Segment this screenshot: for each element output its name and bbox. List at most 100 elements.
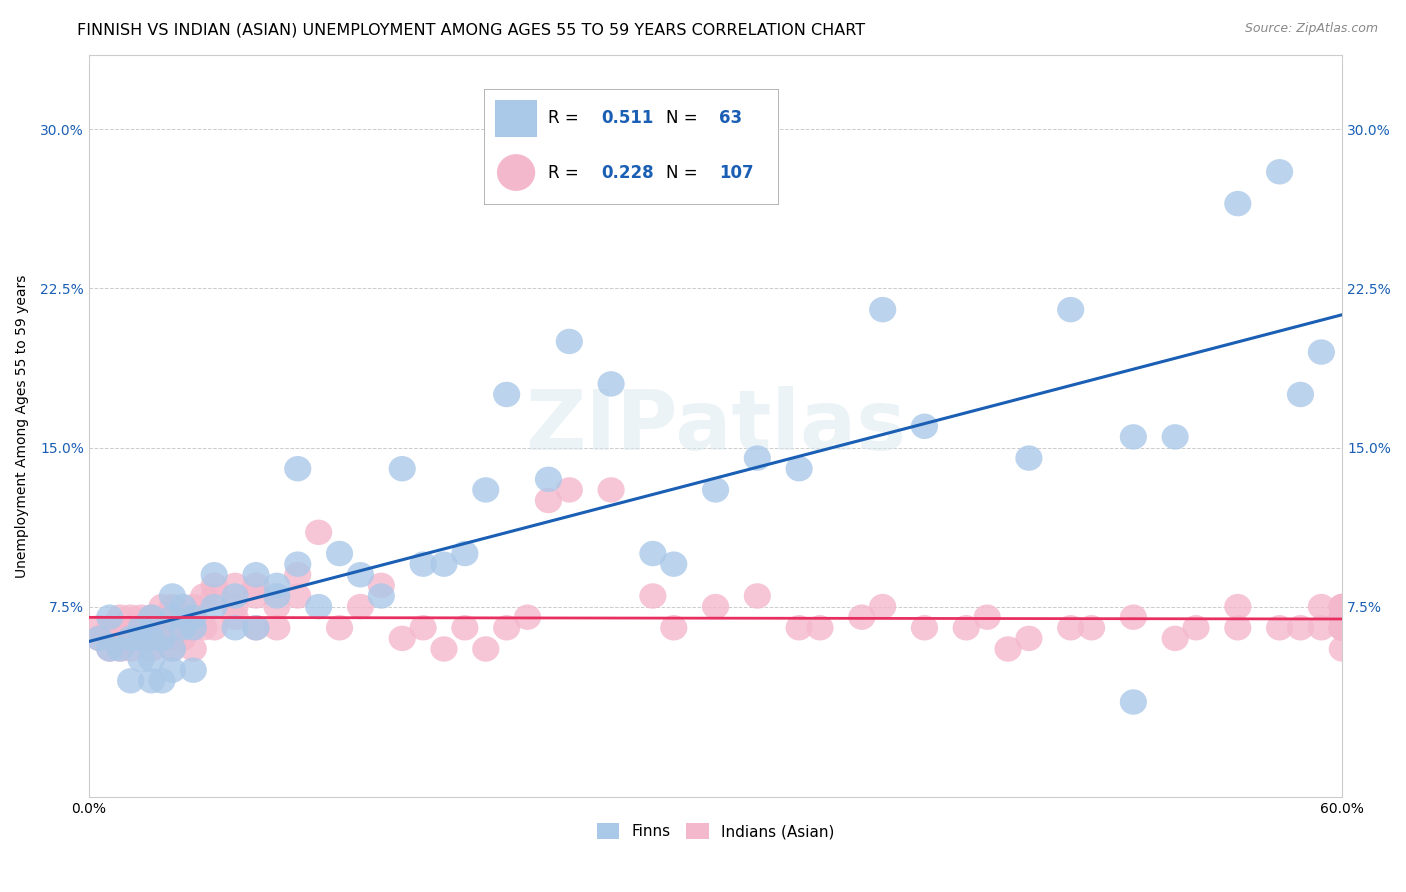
Ellipse shape <box>598 371 624 397</box>
Ellipse shape <box>534 488 562 513</box>
Ellipse shape <box>1119 605 1147 630</box>
Legend: Finns, Indians (Asian): Finns, Indians (Asian) <box>591 817 841 846</box>
Text: ZIPatlas: ZIPatlas <box>524 386 905 467</box>
Ellipse shape <box>149 594 176 619</box>
Ellipse shape <box>1078 615 1105 640</box>
Ellipse shape <box>138 605 165 630</box>
Ellipse shape <box>1161 425 1188 450</box>
Ellipse shape <box>409 551 437 577</box>
Ellipse shape <box>242 583 270 608</box>
Ellipse shape <box>1225 594 1251 619</box>
Ellipse shape <box>159 657 186 683</box>
Ellipse shape <box>347 562 374 588</box>
Ellipse shape <box>107 636 134 662</box>
Ellipse shape <box>953 615 980 640</box>
Ellipse shape <box>96 605 124 630</box>
Ellipse shape <box>661 551 688 577</box>
Ellipse shape <box>451 541 478 566</box>
Ellipse shape <box>242 615 270 640</box>
Ellipse shape <box>1329 594 1355 619</box>
Ellipse shape <box>284 583 311 608</box>
Ellipse shape <box>430 551 457 577</box>
Ellipse shape <box>1329 615 1355 640</box>
Ellipse shape <box>138 615 165 640</box>
Ellipse shape <box>117 625 145 651</box>
Ellipse shape <box>744 583 770 608</box>
Ellipse shape <box>201 583 228 608</box>
Ellipse shape <box>169 625 197 651</box>
Ellipse shape <box>128 615 155 640</box>
Ellipse shape <box>138 636 165 662</box>
Ellipse shape <box>388 456 416 482</box>
Ellipse shape <box>201 615 228 640</box>
Ellipse shape <box>786 615 813 640</box>
Ellipse shape <box>222 615 249 640</box>
Ellipse shape <box>640 541 666 566</box>
Ellipse shape <box>222 605 249 630</box>
Ellipse shape <box>1329 615 1355 640</box>
Ellipse shape <box>744 445 770 471</box>
Ellipse shape <box>242 562 270 588</box>
Ellipse shape <box>180 657 207 683</box>
Ellipse shape <box>180 594 207 619</box>
Ellipse shape <box>96 636 124 662</box>
Ellipse shape <box>138 625 165 651</box>
Ellipse shape <box>1329 615 1355 640</box>
Ellipse shape <box>138 647 165 673</box>
Ellipse shape <box>117 636 145 662</box>
Ellipse shape <box>128 647 155 673</box>
Ellipse shape <box>1265 159 1294 185</box>
Ellipse shape <box>107 625 134 651</box>
Ellipse shape <box>1265 615 1294 640</box>
Ellipse shape <box>1329 615 1355 640</box>
Ellipse shape <box>1329 615 1355 640</box>
Ellipse shape <box>1329 636 1355 662</box>
Ellipse shape <box>149 625 176 651</box>
Ellipse shape <box>96 636 124 662</box>
Ellipse shape <box>305 594 332 619</box>
Ellipse shape <box>1329 605 1355 630</box>
Ellipse shape <box>128 625 155 651</box>
Ellipse shape <box>598 477 624 503</box>
Ellipse shape <box>159 636 186 662</box>
Ellipse shape <box>159 625 186 651</box>
Ellipse shape <box>702 594 730 619</box>
Ellipse shape <box>86 625 112 651</box>
Ellipse shape <box>640 583 666 608</box>
Ellipse shape <box>1329 594 1355 619</box>
Ellipse shape <box>661 615 688 640</box>
Ellipse shape <box>1308 339 1334 365</box>
Ellipse shape <box>107 636 134 662</box>
Ellipse shape <box>263 573 291 598</box>
Ellipse shape <box>451 615 478 640</box>
Ellipse shape <box>1329 615 1355 640</box>
Ellipse shape <box>973 605 1001 630</box>
Ellipse shape <box>1119 690 1147 714</box>
Ellipse shape <box>786 456 813 482</box>
Ellipse shape <box>1015 625 1042 651</box>
Ellipse shape <box>149 615 176 640</box>
Ellipse shape <box>326 541 353 566</box>
Ellipse shape <box>180 615 207 640</box>
Ellipse shape <box>368 583 395 608</box>
Ellipse shape <box>190 615 218 640</box>
Ellipse shape <box>222 573 249 598</box>
Ellipse shape <box>1225 615 1251 640</box>
Text: FINNISH VS INDIAN (ASIAN) UNEMPLOYMENT AMONG AGES 55 TO 59 YEARS CORRELATION CHA: FINNISH VS INDIAN (ASIAN) UNEMPLOYMENT A… <box>77 22 866 37</box>
Ellipse shape <box>1329 594 1355 619</box>
Ellipse shape <box>159 605 186 630</box>
Ellipse shape <box>911 414 938 439</box>
Ellipse shape <box>169 594 197 619</box>
Ellipse shape <box>994 636 1022 662</box>
Ellipse shape <box>515 605 541 630</box>
Ellipse shape <box>1329 615 1355 640</box>
Ellipse shape <box>263 594 291 619</box>
Ellipse shape <box>96 615 124 640</box>
Ellipse shape <box>555 329 583 354</box>
Ellipse shape <box>128 625 155 651</box>
Ellipse shape <box>911 615 938 640</box>
Ellipse shape <box>242 573 270 598</box>
Ellipse shape <box>86 625 112 651</box>
Ellipse shape <box>1329 615 1355 640</box>
Ellipse shape <box>180 605 207 630</box>
